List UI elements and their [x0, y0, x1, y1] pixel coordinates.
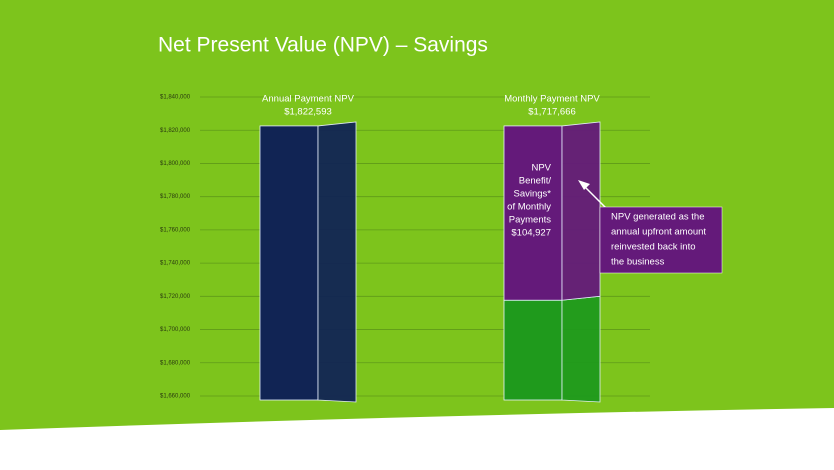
callout-text: NPV generated as the	[611, 212, 704, 223]
value-label: $1,822,593	[284, 106, 332, 117]
category-label: Annual Payment NPV	[262, 93, 355, 104]
y-tick-label: $1,800,000	[160, 161, 191, 167]
callout-box	[599, 206, 723, 274]
bar	[259, 125, 319, 401]
segment-label: Benefit/	[519, 176, 552, 187]
y-tick-label: $1,820,000	[160, 128, 191, 134]
footnote: *Example uses discount rate of 15% to ca…	[462, 419, 701, 430]
callout-arrowhead	[578, 180, 590, 190]
y-tick-label: $1,680,000	[160, 360, 191, 366]
segment-value-label: $104,927	[511, 228, 551, 239]
y-tick-label: $1,780,000	[160, 194, 191, 200]
y-tick-label: $1,700,000	[160, 327, 191, 333]
y-tick-label: $1,740,000	[160, 261, 191, 267]
bar	[503, 125, 563, 301]
y-tick-label: $1,660,000	[160, 394, 191, 400]
value-label: $1,717,666	[528, 106, 576, 117]
callout-text: annual upfront amount	[611, 227, 706, 238]
segment-label: Payments	[509, 215, 551, 226]
y-tick-label: $1,760,000	[160, 227, 191, 233]
bar-side	[561, 295, 601, 403]
bar	[503, 299, 563, 401]
bottom-band	[0, 408, 834, 470]
callout-text: the business	[611, 257, 665, 268]
chart-title: Net Present Value (NPV) – Savings	[158, 34, 488, 57]
bar-side	[317, 121, 357, 403]
y-tick-label: $1,840,000	[160, 95, 191, 101]
segment-label: Savings*	[514, 189, 552, 200]
category-label: Monthly Payment NPV	[504, 93, 600, 104]
callout-text: reinvested back into	[611, 242, 696, 253]
segment-label: of Monthly	[507, 202, 551, 213]
y-tick-label: $1,720,000	[160, 294, 191, 300]
segment-label: NPV	[531, 163, 551, 174]
bar-side	[561, 121, 601, 301]
